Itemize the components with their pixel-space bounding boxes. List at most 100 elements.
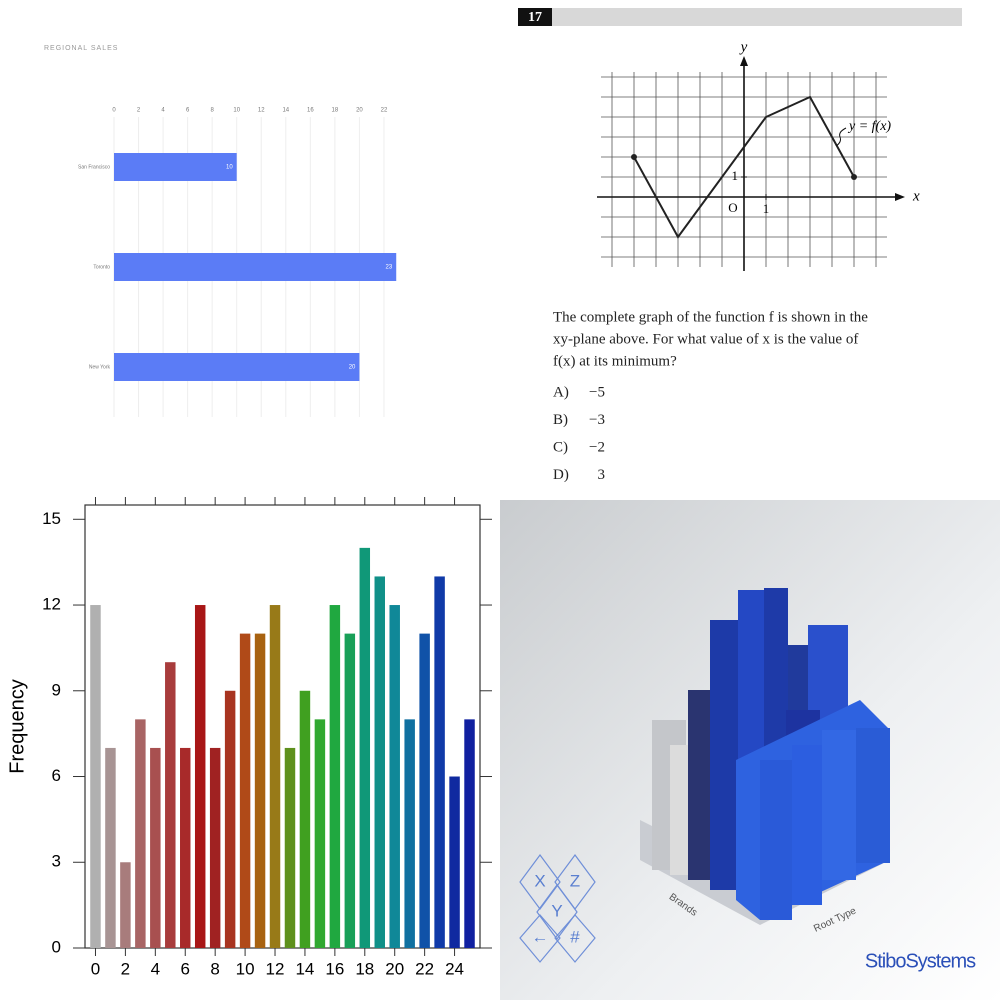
y-axis-label: y xyxy=(739,39,748,55)
value-label: 20 xyxy=(349,365,356,371)
bar xyxy=(135,719,146,948)
bar xyxy=(150,747,161,948)
x-tick-label: 14 xyxy=(282,108,289,114)
x-tick-label: 24 xyxy=(445,959,464,978)
category-label: New York xyxy=(89,364,111,370)
bar xyxy=(404,719,415,948)
x-tick-label: 8 xyxy=(210,108,214,114)
x-tick-label: 12 xyxy=(266,959,285,978)
choice-value: −2 xyxy=(589,439,605,455)
bar xyxy=(194,605,206,948)
y-axis-arrow xyxy=(740,56,748,66)
endpoint xyxy=(851,174,857,180)
x-axis-arrow xyxy=(895,193,905,201)
bar xyxy=(284,747,296,948)
x-tick-label: 18 xyxy=(355,959,374,978)
function-line xyxy=(633,95,855,239)
chart-title: REGIONAL SALES xyxy=(44,45,118,52)
x-tick-label: 1 xyxy=(763,201,770,216)
x-tick-label: 4 xyxy=(151,959,160,978)
bar xyxy=(449,776,460,948)
bar xyxy=(299,690,311,948)
bar xyxy=(120,862,131,948)
bar xyxy=(314,719,326,948)
question-line: The complete graph of the function f is … xyxy=(553,309,868,325)
x-tick-label: 4 xyxy=(161,108,165,114)
x-tick-label: 16 xyxy=(325,959,344,978)
bar xyxy=(359,547,371,948)
y-tick-label: 9 xyxy=(52,680,61,699)
endpoint xyxy=(631,154,637,160)
x-tick-label: 12 xyxy=(258,108,265,114)
y-tick-label: 3 xyxy=(52,852,61,871)
bar xyxy=(374,576,385,948)
bar xyxy=(254,633,266,948)
annotation: y = f(x) xyxy=(847,119,891,134)
choice-value: −5 xyxy=(589,384,605,400)
bar xyxy=(90,605,101,948)
bar xyxy=(419,633,430,948)
bar xyxy=(114,253,397,281)
y-tick-label: 1 xyxy=(732,168,739,183)
y-tick-label: 15 xyxy=(42,509,61,528)
bar xyxy=(434,576,445,948)
number-box xyxy=(518,8,552,26)
y-tick-label: 0 xyxy=(52,937,61,956)
choice-letter: C) xyxy=(553,439,568,455)
category-label: Toronto xyxy=(93,264,110,270)
nav-label: Y xyxy=(551,901,562,920)
x-tick-label: 14 xyxy=(295,959,314,978)
question-line: f(x) at its minimum? xyxy=(553,353,677,369)
choice-value: 3 xyxy=(598,467,606,483)
plot-frame xyxy=(84,504,481,949)
category-label: San Francisco xyxy=(78,164,110,170)
choice-letter: D) xyxy=(553,467,569,483)
y-axis-title: Frequency xyxy=(6,679,28,774)
x-tick-label: 16 xyxy=(307,108,314,114)
bar xyxy=(165,662,176,948)
x-tick-label: 22 xyxy=(415,959,434,978)
x-tick-label: 18 xyxy=(332,108,339,114)
choice-letter: B) xyxy=(553,412,568,428)
value-label: 10 xyxy=(226,165,233,171)
origin-label: O xyxy=(728,200,737,215)
bar xyxy=(224,690,236,948)
bar xyxy=(344,633,356,948)
bar xyxy=(209,747,221,948)
x-tick-label: 6 xyxy=(186,108,190,114)
bar xyxy=(269,605,281,948)
x-tick-label: 8 xyxy=(210,959,219,978)
question-number: 17 xyxy=(528,10,542,25)
x-axis-label: x xyxy=(912,188,920,204)
value-label: 23 xyxy=(386,265,393,271)
x-tick-label: 10 xyxy=(236,959,255,978)
question-line: xy-plane above. For what value of x is t… xyxy=(553,331,858,347)
bar xyxy=(329,605,341,948)
x-tick-label: 0 xyxy=(91,959,100,978)
x-tick-label: 2 xyxy=(137,108,141,114)
bar xyxy=(114,153,237,181)
bar xyxy=(105,747,116,948)
y-tick-label: 6 xyxy=(52,766,61,785)
nav-label: X xyxy=(534,871,545,890)
logo: StiboSystems xyxy=(865,950,976,972)
x-tick-label: 20 xyxy=(385,959,404,978)
x-tick-label: 22 xyxy=(381,108,388,114)
bar xyxy=(464,719,475,948)
bar xyxy=(180,747,191,948)
header-bar xyxy=(518,8,962,26)
bar xyxy=(114,353,360,381)
nav-icons xyxy=(519,853,596,963)
x-tick-label: 2 xyxy=(121,959,130,978)
x-tick-label: 20 xyxy=(356,108,363,114)
x-tick-label: 6 xyxy=(181,959,190,978)
bar xyxy=(389,605,400,948)
x-tick-label: 10 xyxy=(233,108,240,114)
annotation-leader xyxy=(835,127,847,147)
nav-label: ← xyxy=(532,927,549,946)
nav-label: Z xyxy=(570,871,580,890)
choice-value: −3 xyxy=(589,412,605,428)
bar xyxy=(239,633,251,948)
scene xyxy=(500,500,1000,1000)
